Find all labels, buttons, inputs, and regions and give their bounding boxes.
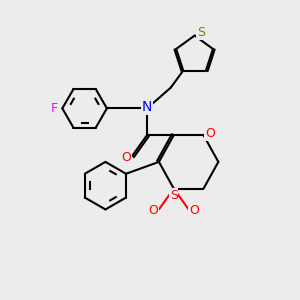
Text: O: O xyxy=(121,151,131,164)
Text: O: O xyxy=(189,204,199,218)
Text: S: S xyxy=(197,26,205,39)
Text: F: F xyxy=(50,102,58,115)
Text: N: N xyxy=(142,100,152,114)
Text: O: O xyxy=(205,127,215,140)
Text: S: S xyxy=(170,189,178,202)
Text: O: O xyxy=(148,204,158,218)
